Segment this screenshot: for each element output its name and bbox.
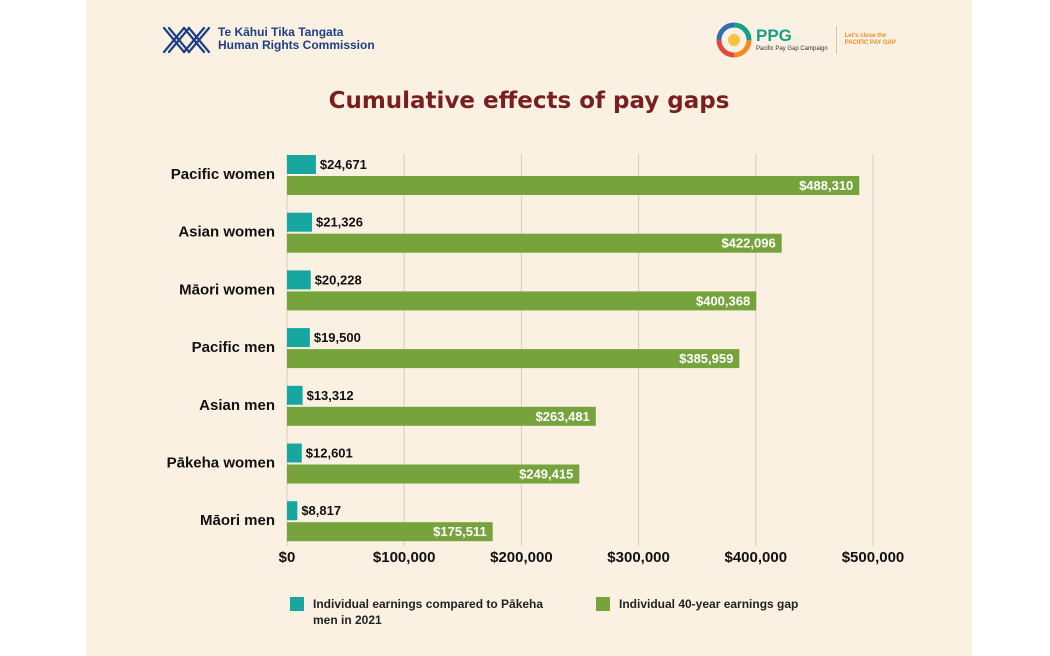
- annual-gap-label: $13,312: [307, 388, 354, 403]
- lifetime-gap-label: $400,368: [696, 293, 750, 308]
- weave-icon: [162, 26, 211, 54]
- legend-item-lifetime: Individual 40-year earnings gap: [596, 596, 859, 612]
- category-label: Pacific women: [171, 166, 275, 183]
- hrc-name-english: Human Rights Commission: [218, 38, 375, 52]
- x-tick-label: $200,000: [490, 549, 553, 566]
- lifetime-gap-label: $488,310: [799, 178, 853, 193]
- legend-swatch-lifetime: [596, 597, 610, 611]
- ppg-logo: PPG Pacific Pay Gap Campaign Let's close…: [716, 22, 896, 58]
- annual-gap-label: $8,817: [301, 503, 341, 518]
- lifetime-gap-label: $422,096: [721, 236, 775, 251]
- chart-title: Cumulative effects of pay gaps: [328, 88, 730, 114]
- legend-label-annual: Individual earnings compared to Pākeha m…: [313, 597, 544, 627]
- hrc-logo: Te Kāhui Tika Tangata Human Rights Commi…: [162, 24, 375, 54]
- annual-gap-label: $19,500: [314, 330, 361, 345]
- logo-divider: [835, 26, 837, 54]
- ppg-tagline-line1: Let's close the: [844, 33, 887, 39]
- lifetime-gap-bar: [287, 349, 740, 369]
- category-label: Asian men: [199, 397, 275, 414]
- lifetime-gap-label: $263,481: [536, 409, 590, 424]
- infographic-panel: Te Kāhui Tika Tangata Human Rights Commi…: [86, 0, 972, 656]
- annual-gap-bar: [287, 385, 303, 405]
- category-label: Pacific men: [192, 339, 275, 356]
- lifetime-gap-bar: [287, 406, 596, 426]
- annual-gap-bar: [287, 328, 310, 348]
- x-tick-label: $100,000: [373, 549, 436, 566]
- annual-gap-label: $24,671: [320, 157, 367, 172]
- lifetime-gap-bar: [287, 176, 860, 195]
- annual-gap-bar: [287, 501, 298, 521]
- annual-gap-bar: [287, 155, 316, 174]
- lifetime-gap-bar: [287, 291, 757, 311]
- x-tick-label: $0: [279, 549, 296, 566]
- x-tick-label: $500,000: [842, 549, 905, 566]
- ppg-flower-icon: [716, 22, 752, 58]
- lifetime-gap-label: $249,415: [519, 467, 573, 482]
- x-tick-label: $400,000: [725, 549, 788, 566]
- lifetime-gap-bar: [287, 464, 580, 484]
- ppg-tagline-line2: PACIFIC PAY GAP: [844, 40, 896, 46]
- legend-label-lifetime: Individual 40-year earnings gap: [619, 597, 799, 611]
- lifetime-gap-label: $385,959: [679, 351, 733, 366]
- category-label: Pākeha women: [167, 455, 275, 472]
- annual-gap-bar: [287, 270, 311, 290]
- category-label: Asian women: [178, 224, 275, 241]
- annual-gap-label: $21,326: [316, 215, 363, 230]
- annual-gap-bar: [287, 212, 312, 232]
- legend-item-annual: Individual earnings compared to Pākeha m…: [290, 596, 569, 628]
- category-label: Māori women: [179, 281, 275, 298]
- lifetime-gap-bar: [287, 233, 782, 253]
- lifetime-gap-bar: [287, 522, 493, 542]
- x-tick-label: $300,000: [607, 549, 670, 566]
- category-label: Māori men: [200, 512, 275, 529]
- annual-gap-label: $12,601: [306, 446, 353, 461]
- annual-gap-label: $20,228: [315, 272, 362, 287]
- bar-chart: $0 $100,000 $200,000 $300,000 $400,000 $500,0…: [167, 154, 905, 566]
- legend-swatch-annual: [290, 597, 304, 611]
- annual-gap-bar: [287, 443, 302, 463]
- lifetime-gap-label: $175,511: [433, 524, 487, 539]
- hrc-name-maori: Te Kāhui Tika Tangata: [218, 25, 344, 39]
- ppg-campaign-name: Pacific Pay Gap Campaign: [756, 46, 828, 52]
- ppg-abbreviation: PPG: [756, 26, 792, 45]
